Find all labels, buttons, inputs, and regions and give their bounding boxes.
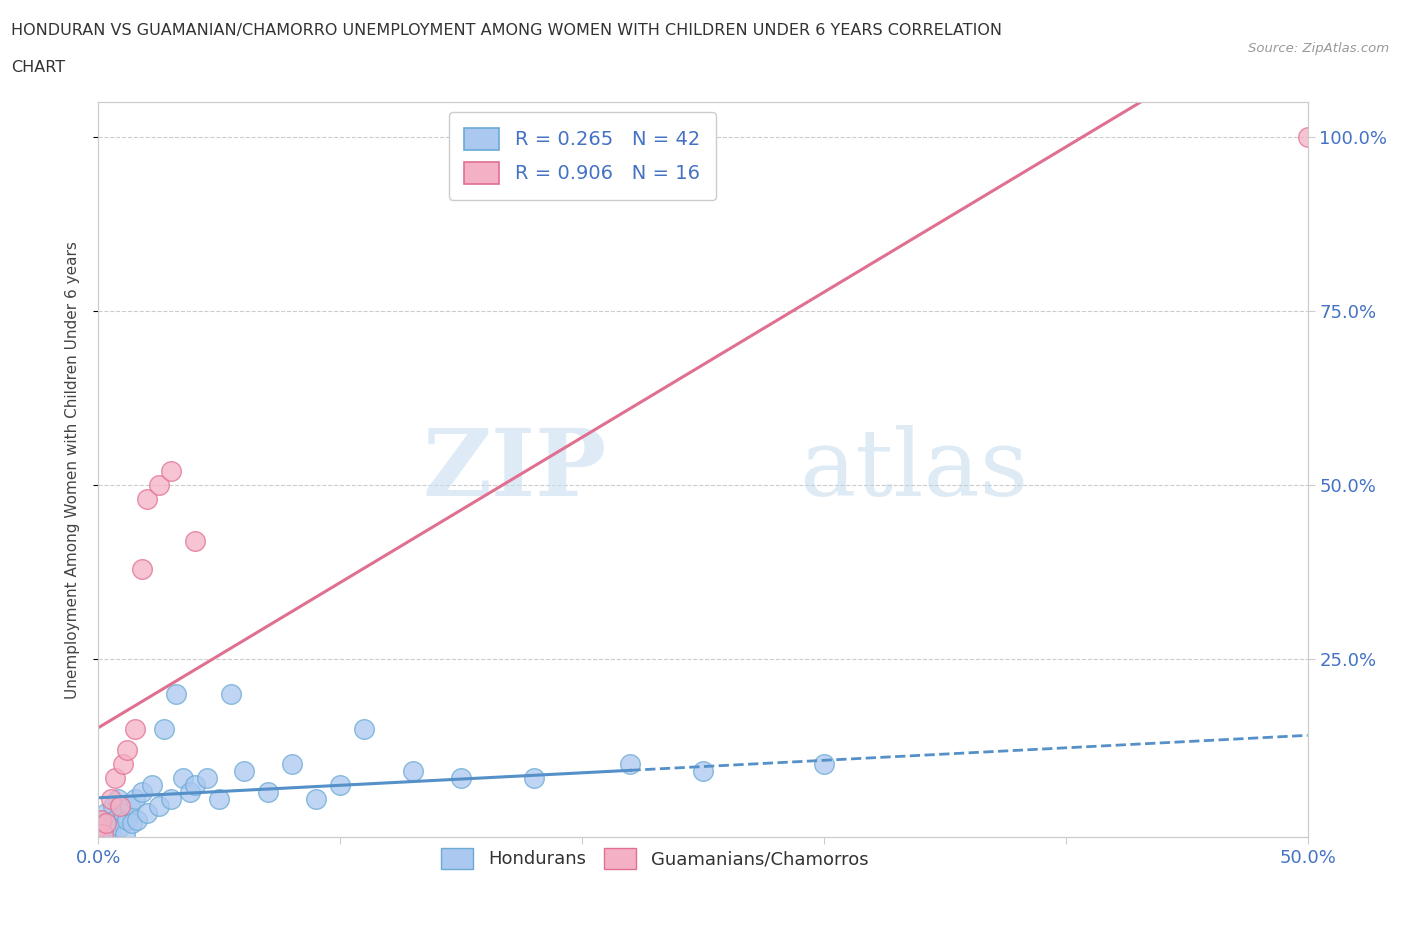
Point <box>195 770 218 785</box>
Y-axis label: Unemployment Among Women with Children Under 6 years: Unemployment Among Women with Children U… <box>65 241 80 698</box>
Point <box>619 756 641 771</box>
Point <box>148 478 170 493</box>
Point <box>141 777 163 792</box>
Point <box>813 756 835 771</box>
Point <box>111 756 134 771</box>
Point <box>90 826 112 841</box>
Point <box>107 791 129 806</box>
Point <box>117 812 139 827</box>
Text: ZIP: ZIP <box>422 425 606 514</box>
Point <box>90 812 112 827</box>
Point <box>305 791 328 806</box>
Point <box>184 534 207 549</box>
Point <box>94 805 117 820</box>
Point <box>124 722 146 737</box>
Point <box>402 764 425 778</box>
Point <box>97 816 120 830</box>
Point <box>152 722 174 737</box>
Point <box>135 805 157 820</box>
Point <box>135 492 157 507</box>
Point <box>114 826 136 841</box>
Point <box>692 764 714 778</box>
Point <box>184 777 207 792</box>
Point <box>148 798 170 813</box>
Point <box>91 826 114 841</box>
Point <box>100 826 122 841</box>
Point <box>94 816 117 830</box>
Point <box>91 819 114 834</box>
Point <box>118 798 141 813</box>
Point <box>232 764 254 778</box>
Point <box>208 791 231 806</box>
Point <box>353 722 375 737</box>
Point <box>111 805 134 820</box>
Point <box>450 770 472 785</box>
Point <box>117 742 139 757</box>
Text: Source: ZipAtlas.com: Source: ZipAtlas.com <box>1249 42 1389 55</box>
Point <box>121 816 143 830</box>
Point <box>281 756 304 771</box>
Point <box>87 812 110 827</box>
Point <box>172 770 194 785</box>
Point <box>131 784 153 799</box>
Point <box>101 798 124 813</box>
Point <box>160 464 183 479</box>
Point <box>104 770 127 785</box>
Text: CHART: CHART <box>11 60 65 75</box>
Point <box>1296 129 1319 144</box>
Point <box>329 777 352 792</box>
Point <box>127 812 149 827</box>
Point <box>131 562 153 577</box>
Text: atlas: atlas <box>800 425 1029 514</box>
Point <box>87 819 110 834</box>
Point <box>221 686 243 701</box>
Point <box>108 819 131 834</box>
Point <box>104 812 127 827</box>
Point <box>179 784 201 799</box>
Point <box>108 798 131 813</box>
Point <box>160 791 183 806</box>
Point <box>165 686 187 701</box>
Legend: Hondurans, Guamanians/Chamorros: Hondurans, Guamanians/Chamorros <box>433 841 876 876</box>
Point <box>100 791 122 806</box>
Point <box>124 791 146 806</box>
Point <box>256 784 278 799</box>
Point <box>523 770 546 785</box>
Text: HONDURAN VS GUAMANIAN/CHAMORRO UNEMPLOYMENT AMONG WOMEN WITH CHILDREN UNDER 6 YE: HONDURAN VS GUAMANIAN/CHAMORRO UNEMPLOYM… <box>11 23 1002 38</box>
